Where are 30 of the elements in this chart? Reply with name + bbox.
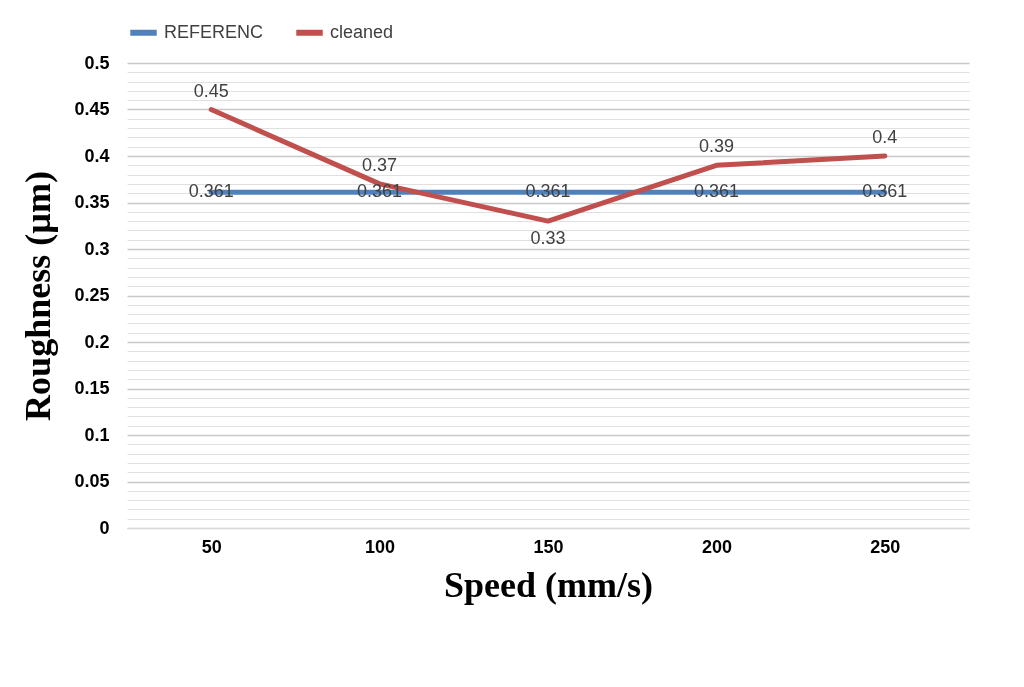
data-label: 0.361 (357, 181, 403, 202)
x-tick-label: 100 (365, 536, 396, 557)
data-label: 0.361 (525, 181, 571, 202)
x-axis-title: Speed (mm/s) (444, 564, 653, 605)
data-label: 0.37 (362, 154, 398, 175)
y-axis-title: Roughness (µm) (18, 171, 59, 421)
y-tick-label: 0 (99, 517, 110, 538)
y-tick-label: 0.5 (84, 52, 110, 73)
y-tick-label: 0.05 (74, 471, 110, 491)
x-tick-label: 150 (533, 536, 564, 557)
y-tick-label: 0.3 (84, 238, 110, 259)
y-tick-label: 0.45 (74, 99, 110, 119)
legend-label: cleaned (330, 21, 394, 42)
data-label: 0.361 (188, 181, 234, 202)
y-tick-label: 0.4 (84, 145, 110, 166)
data-label: 0.4 (872, 127, 898, 147)
x-tick-label: 50 (201, 536, 222, 557)
y-tick-label: 0.2 (84, 331, 110, 352)
y-tick-label: 0.1 (84, 424, 110, 445)
legend-label: REFERENC (164, 21, 264, 42)
y-tick-label: 0.35 (74, 192, 110, 212)
data-label: 0.361 (693, 181, 739, 202)
x-tick-label: 200 (701, 536, 732, 557)
data-label: 0.33 (530, 228, 566, 249)
data-label: 0.45 (193, 80, 229, 101)
data-label: 0.361 (862, 181, 908, 202)
y-tick-label: 0.15 (74, 378, 110, 398)
x-tick-label: 250 (870, 536, 901, 557)
y-tick-label: 0.25 (74, 285, 110, 305)
data-label: 0.39 (698, 136, 734, 157)
